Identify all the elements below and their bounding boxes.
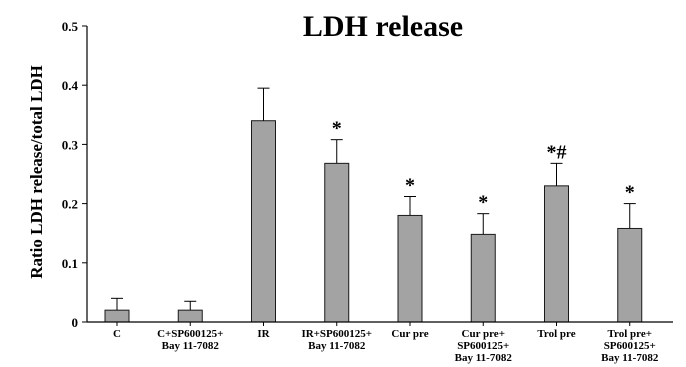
bar-3 (324, 162, 350, 323)
x-tick-label-7-2: Bay 11-7082 (601, 352, 659, 364)
significance-mark-4: * (405, 174, 415, 196)
bar-5 (470, 233, 496, 323)
x-tick-label-1-0: C+SP600125+ (157, 328, 223, 340)
bars-layer (104, 120, 643, 323)
x-tick-label-7-1: SP600125+ (604, 340, 656, 352)
x-tick-label-4-0: Cur pre (391, 328, 428, 340)
bar-7 (617, 227, 643, 323)
x-tick-label-5-2: Bay 11-7082 (455, 352, 513, 364)
y-axis-label: Ratio LDH release/total LDH (27, 65, 46, 279)
x-tick-label-5-1: SP600125+ (457, 340, 509, 352)
x-tick-label-5-0: Cur pre+ (462, 328, 505, 340)
error-bars-layer (111, 87, 636, 311)
significance-mark-6: *# (547, 141, 567, 163)
y-tick-label-4: 0.4 (62, 78, 79, 93)
bar-2 (251, 120, 276, 323)
x-tick-label-2-0: IR (257, 328, 270, 340)
x-tick-label-7-0: Trol pre+ (608, 328, 652, 340)
bar-0 (104, 309, 130, 323)
significance-mark-7: * (625, 182, 635, 204)
significance-layer: * * * *# * (332, 118, 635, 214)
axes-layer (86, 26, 673, 326)
significance-mark-3: * (332, 118, 342, 140)
bar-4 (397, 214, 423, 323)
x-tick-label-0-0: C (113, 328, 121, 340)
x-tick-label-6-0: Trol pre (537, 328, 575, 340)
bar-6 (544, 185, 569, 323)
y-tick-label-2: 0.2 (62, 197, 78, 212)
chart-title: LDH release (303, 10, 463, 43)
y-tick-label-1: 0.1 (62, 256, 78, 271)
significance-mark-5: * (478, 192, 488, 214)
x-tick-label-1-1: Bay 11-7082 (162, 340, 220, 352)
y-tick-label-5: 0.5 (62, 19, 79, 34)
y-ticks-layer: 0 0.1 0.2 0.3 0.4 0.5 (62, 19, 87, 330)
x-tick-label-3-1: Bay 11-7082 (308, 340, 366, 352)
bar-1 (177, 309, 203, 323)
x-tick-label-3-0: IR+SP600125+ (301, 328, 372, 340)
y-tick-label-0: 0 (72, 315, 79, 330)
y-tick-label-3: 0.3 (62, 137, 79, 152)
